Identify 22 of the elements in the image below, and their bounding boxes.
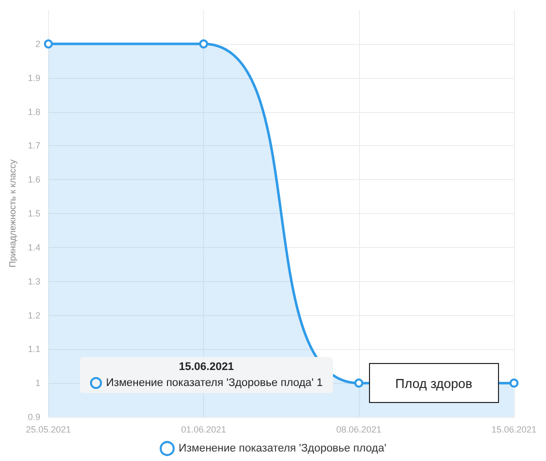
y-tick-label: 1.4 [28,242,40,252]
y-tick-label: 1.8 [28,106,40,117]
y-tick-label: 1.6 [28,174,40,185]
y-tick-label: 1.1 [28,344,40,354]
y-tick-label: 0.9 [28,412,40,422]
annotation: Изменение показателя 'Здоровье плода' 1 [105,377,323,390]
annotation: 15.06.2021 [178,361,235,373]
label-box: Плод здоров [368,363,499,404]
x-tick-label: 25.05.2021 [26,424,71,434]
x-tick-label: 01.06.2021 [181,424,226,434]
legend-label: Изменение показателя 'Здоровье плода' [178,442,386,454]
y-tick-label: 1.3 [28,276,40,286]
y-tick-label: 2 [35,38,40,49]
y-tick-label: 1 [35,378,40,388]
x-tick-label: 15.06.2021 [491,424,537,434]
y-tick-label: 1.5 [28,208,40,218]
x-tick-label: 08.06.2021 [336,424,382,434]
y-tick-label: 1.9 [28,72,40,83]
y-axis-title: Принадлежность к классу [8,159,18,268]
tooltip-box: 15.06.2021 Изменение показателя 'Здоровье плода' 1 [80,357,333,394]
y-tick-label: 1.2 [28,310,40,320]
y-tick-label: 1.7 [28,140,40,151]
